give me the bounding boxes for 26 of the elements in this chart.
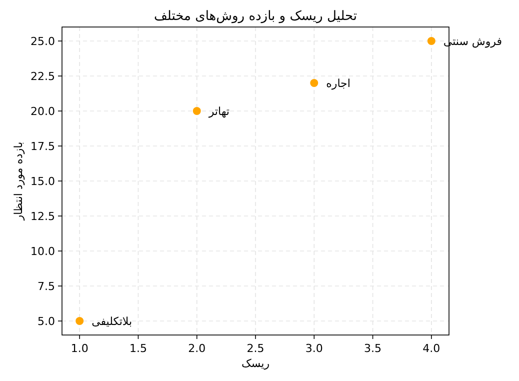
y-tick-label: 25.0 (30, 35, 55, 48)
point (76, 317, 84, 325)
x-axis-title: ریسک (241, 357, 270, 370)
y-axis-title: بازده مورد انتظار (12, 142, 25, 222)
chart-title: تحلیل ریسک و بازده روش‌های مختلف (154, 9, 358, 24)
y-tick-label: 7.5 (38, 280, 55, 293)
x-tick-label: 3.0 (305, 342, 323, 355)
x-tick-label: 4.0 (422, 342, 440, 355)
annotation: تهاتر (208, 105, 230, 118)
x-tick-label: 1.5 (129, 342, 147, 355)
x-tick-label: 2.5 (246, 342, 264, 355)
point (310, 79, 318, 87)
y-tick-label: 5.0 (38, 315, 55, 328)
y-tick-label: 22.5 (30, 70, 55, 83)
y-tick-label: 15.0 (30, 175, 55, 188)
y-tick-label: 20.0 (30, 105, 55, 118)
point (192, 107, 201, 115)
x-tick-label: 1.0 (70, 342, 88, 355)
annotation: بلاتکلیفی (92, 315, 132, 328)
point (427, 37, 436, 45)
x-tick-label: 3.5 (364, 342, 382, 355)
x-tick-label: 2.0 (188, 342, 206, 355)
y-tick-label: 12.5 (30, 210, 55, 223)
y-tick-label: 17.5 (30, 140, 55, 153)
annotation: اجاره (326, 77, 350, 90)
y-tick-label: 10.0 (30, 245, 55, 258)
